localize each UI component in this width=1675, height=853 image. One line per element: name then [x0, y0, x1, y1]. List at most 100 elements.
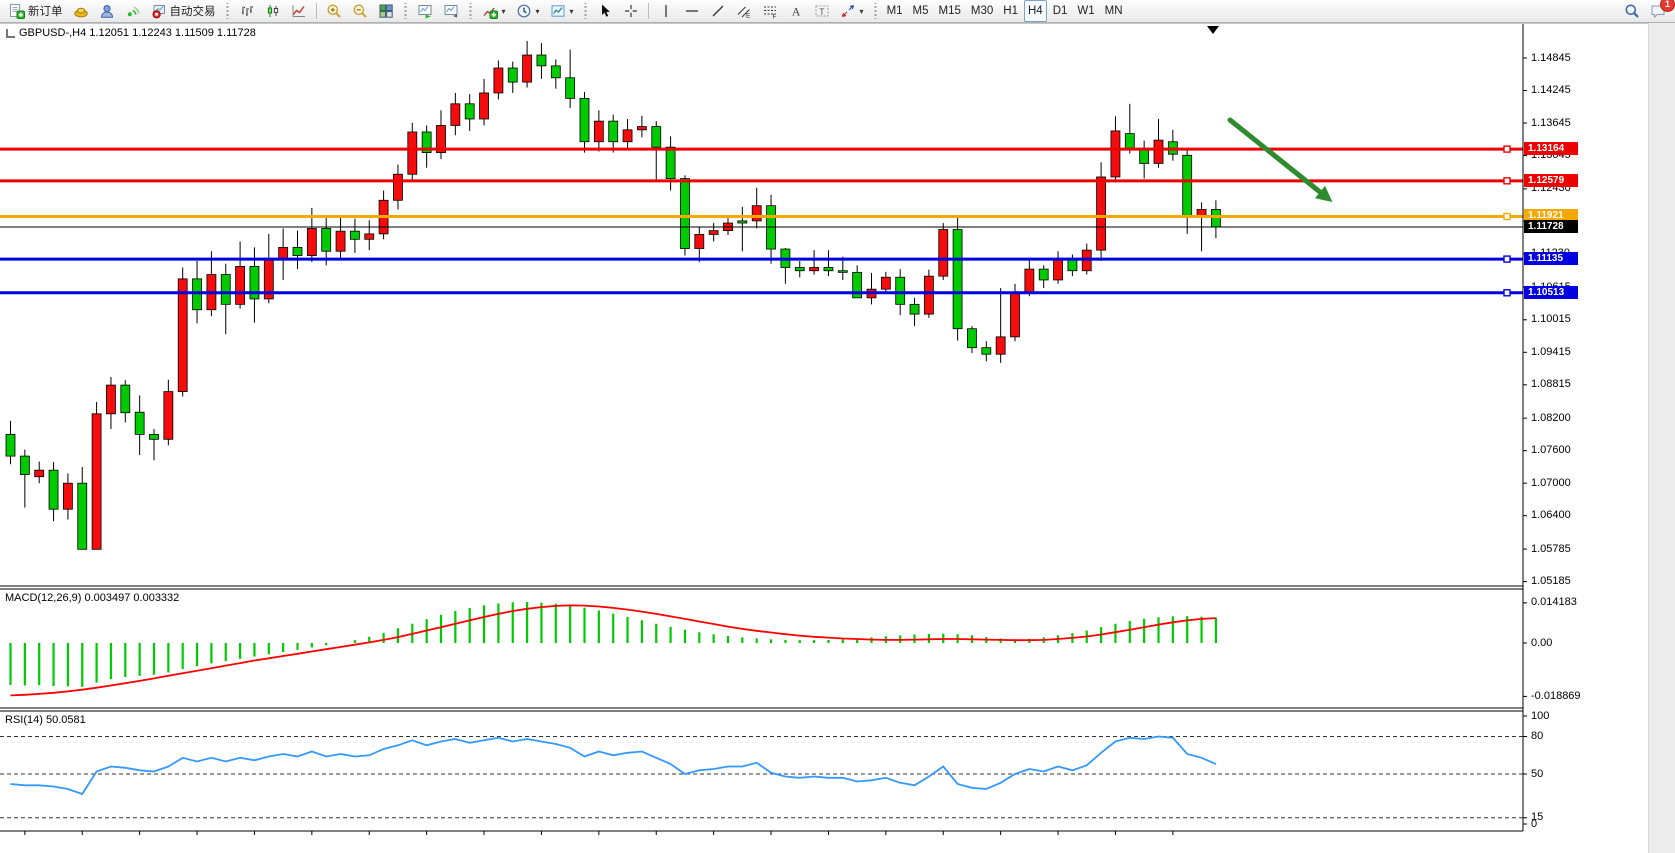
chart-shift-button[interactable]: [439, 0, 463, 22]
candle-body: [593, 120, 604, 143]
deposit-button[interactable]: [69, 0, 93, 22]
profile-button[interactable]: [95, 0, 119, 22]
candle-body: [220, 274, 231, 305]
trendline-button[interactable]: [706, 0, 730, 22]
tf-m5-button[interactable]: M5: [909, 0, 933, 22]
candle-body: [680, 178, 690, 249]
candle-chart-button[interactable]: [261, 0, 285, 22]
search-button[interactable]: [1620, 0, 1644, 22]
bar-chart-icon: [241, 6, 253, 16]
price-badge: 1.11135: [1524, 252, 1578, 266]
candle-chart-icon: [267, 5, 278, 17]
price-badge: 1.11728: [1524, 219, 1578, 233]
window-edge: [1648, 23, 1675, 853]
tf-h4-button-label: H4: [1027, 5, 1043, 17]
tf-d1-button[interactable]: D1: [1049, 0, 1072, 22]
cursor-button[interactable]: [593, 0, 617, 22]
signal-button[interactable]: [121, 0, 145, 22]
label-button[interactable]: T: [810, 0, 834, 22]
candle-body: [507, 67, 518, 83]
chart-symbol-icon: [6, 28, 15, 38]
caret-down-icon: ▾: [569, 6, 574, 16]
templates-button[interactable]: ▾: [546, 0, 578, 22]
tf-m30-button[interactable]: M30: [967, 0, 997, 22]
candle-body: [579, 97, 590, 143]
chart-title: GBPUSD-,H4 1.12051 1.12243 1.11509 1.117…: [6, 27, 256, 39]
candle-body: [177, 278, 188, 393]
tf-m15-button-label: M15: [938, 5, 961, 17]
tile-windows-button[interactable]: [374, 0, 398, 22]
new-order-button[interactable]: 新订单: [5, 0, 67, 22]
tf-w1-button-label: W1: [1077, 5, 1095, 17]
fibonacci-button[interactable]: F: [758, 0, 782, 22]
macd-tick-label: -0.018869: [1531, 689, 1581, 702]
tf-m1-button-label: M1: [886, 5, 903, 17]
candle-body: [235, 265, 246, 305]
tf-h1-button[interactable]: H1: [999, 0, 1022, 22]
tf-h4-button[interactable]: H4: [1023, 0, 1047, 22]
candle-body: [34, 469, 45, 478]
rsi-label: RSI(14) 50.0581: [5, 714, 86, 726]
candle-body: [407, 131, 418, 175]
tf-m1-button[interactable]: M1: [883, 0, 907, 22]
candle-body: [450, 103, 461, 126]
price-badge: 1.13164: [1524, 142, 1578, 156]
profile-icon: [100, 5, 113, 18]
tf-mn-button-label: MN: [1104, 5, 1123, 17]
hline-button[interactable]: [680, 0, 704, 22]
svg-text:F: F: [772, 14, 776, 20]
zoom-out-button[interactable]: [348, 0, 372, 22]
tf-w1-button[interactable]: W1: [1073, 0, 1098, 22]
text-button[interactable]: A: [784, 0, 808, 22]
indicators-button[interactable]: ▾: [478, 0, 510, 22]
candle-body: [1038, 268, 1049, 281]
candle-body: [794, 267, 805, 272]
chat-button[interactable]: 1: [1646, 0, 1675, 22]
candle-body: [1153, 139, 1164, 164]
zoom-in-button[interactable]: [322, 0, 346, 22]
candle-body: [665, 146, 676, 179]
channel-button[interactable]: E: [732, 0, 756, 22]
candle-body: [751, 205, 762, 222]
rsi-tick-label: 80: [1531, 730, 1544, 742]
candle-body: [852, 271, 863, 299]
toolbar-grip: [467, 3, 473, 19]
candle-body: [306, 228, 317, 256]
caret-down-icon: ▾: [535, 6, 540, 16]
tf-m15-button[interactable]: M15: [935, 0, 965, 22]
candle-body: [120, 384, 131, 414]
vline-button[interactable]: [654, 0, 678, 22]
price-tick-label: 1.05785: [1531, 542, 1571, 555]
candle-body: [163, 391, 174, 440]
line-chart-button[interactable]: [287, 0, 311, 22]
auto-scroll-button[interactable]: [413, 0, 437, 22]
periods-button[interactable]: ▾: [512, 0, 544, 22]
candle-body: [837, 270, 848, 273]
clock-icon: [517, 4, 530, 18]
rsi-tick-label: 100: [1531, 709, 1550, 722]
candle-body: [249, 265, 260, 300]
candle-body: [1211, 209, 1221, 228]
zoom-in-icon: [327, 4, 341, 18]
tf-mn-button[interactable]: MN: [1101, 0, 1127, 22]
channel-icon: E: [737, 6, 751, 19]
candle-body: [608, 120, 619, 143]
price-tick-label: 1.05185: [1531, 575, 1571, 588]
vline-icon: [664, 5, 667, 17]
chat-unread-badge: 1: [1660, 0, 1675, 12]
crosshair-button[interactable]: [619, 0, 643, 22]
arrows-button[interactable]: ▾: [836, 0, 868, 22]
bar-chart-button[interactable]: [235, 0, 259, 22]
zoom-out-icon: [353, 4, 367, 18]
caret-down-icon: ▾: [501, 6, 506, 16]
candle-body: [637, 126, 647, 131]
rsi-line: [10, 735, 1217, 796]
level-line-handle: [1503, 145, 1511, 153]
candle-body: [48, 469, 59, 510]
candle-body: [1182, 154, 1193, 219]
candle-body: [349, 230, 360, 240]
autotrade-button[interactable]: 自动交易: [147, 0, 220, 22]
svg-text:T: T: [819, 7, 824, 17]
candle-body: [1110, 130, 1121, 178]
